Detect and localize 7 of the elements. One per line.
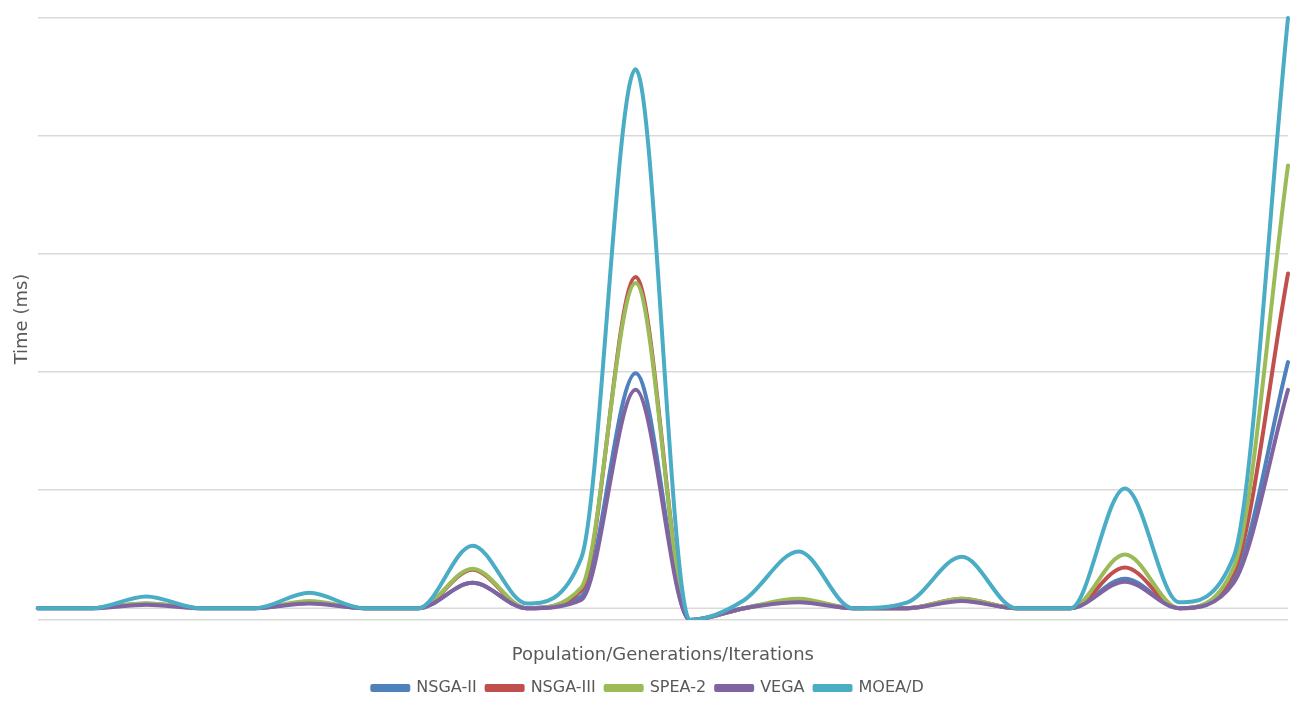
legend-label: SPEA-2 bbox=[649, 677, 707, 697]
y-axis-title: Time (ms) bbox=[10, 273, 32, 366]
legend-label: VEGA bbox=[760, 677, 805, 697]
legend-label: NSGA-III bbox=[530, 677, 596, 697]
legend-label: NSGA-II bbox=[416, 677, 477, 697]
x-axis-title: Population/Generations/Iterations bbox=[511, 642, 814, 664]
legend-label: MOEA/D bbox=[858, 677, 924, 697]
